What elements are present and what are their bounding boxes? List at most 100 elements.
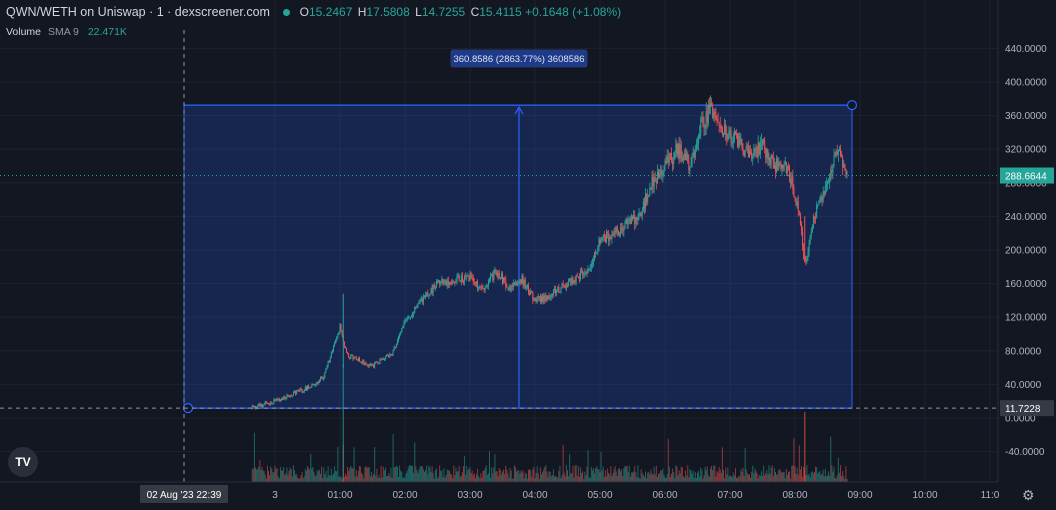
volume-bar bbox=[455, 467, 457, 482]
candle bbox=[360, 361, 362, 363]
volume-bar bbox=[594, 473, 596, 482]
volume-bar bbox=[535, 472, 537, 482]
volume-value: 22.471K bbox=[87, 26, 127, 38]
candle bbox=[713, 111, 715, 118]
volume-bar bbox=[509, 468, 511, 482]
volume-bar bbox=[823, 476, 825, 482]
candle bbox=[686, 153, 688, 161]
candle bbox=[818, 202, 820, 205]
candle bbox=[324, 372, 326, 378]
volume-bar bbox=[394, 467, 396, 482]
volume-bar bbox=[343, 476, 345, 482]
candle bbox=[557, 286, 559, 291]
candle bbox=[760, 141, 762, 143]
volume-bar bbox=[608, 472, 610, 482]
candle bbox=[491, 273, 493, 277]
volume-bar bbox=[654, 474, 656, 482]
candle bbox=[749, 151, 750, 158]
volume-bar bbox=[805, 475, 807, 482]
candle bbox=[653, 177, 655, 187]
x-tick-label: 05:00 bbox=[587, 490, 612, 501]
candle bbox=[502, 274, 503, 284]
volume-bar bbox=[536, 466, 538, 482]
candle bbox=[536, 296, 538, 302]
volume-bar bbox=[426, 465, 428, 482]
volume-bar bbox=[422, 469, 424, 482]
volume-bar bbox=[673, 471, 675, 482]
candle bbox=[400, 332, 402, 335]
candle bbox=[430, 288, 432, 294]
volume-bar bbox=[494, 454, 496, 482]
volume-bar bbox=[497, 475, 499, 482]
candle bbox=[470, 272, 472, 277]
last-price-badge bbox=[1000, 167, 1054, 184]
volume-bar bbox=[470, 473, 472, 482]
volume-bar bbox=[713, 465, 715, 482]
volume-bar bbox=[706, 466, 708, 482]
volume-bar bbox=[372, 476, 373, 482]
candle bbox=[550, 294, 552, 298]
candle bbox=[744, 150, 746, 157]
candle bbox=[783, 163, 785, 169]
candle bbox=[836, 151, 838, 155]
candle bbox=[407, 317, 409, 319]
candle bbox=[589, 267, 591, 270]
volume-bar bbox=[383, 470, 385, 482]
candle bbox=[796, 201, 798, 206]
candle bbox=[685, 153, 687, 161]
x-tick-label: 10:00 bbox=[912, 490, 937, 501]
candle bbox=[414, 306, 416, 313]
candle bbox=[649, 188, 651, 196]
price-axis-bg bbox=[998, 0, 1056, 510]
volume-bar bbox=[515, 467, 516, 482]
candle bbox=[394, 346, 396, 348]
volume-bar bbox=[743, 475, 745, 482]
volume-bar bbox=[313, 471, 315, 482]
volume-bar bbox=[299, 478, 301, 482]
candle bbox=[615, 227, 617, 233]
candle bbox=[380, 358, 382, 360]
volume-bar bbox=[717, 472, 719, 482]
volume-bar bbox=[834, 477, 836, 482]
volume-bar bbox=[572, 465, 574, 482]
candle bbox=[537, 296, 539, 298]
volume-bar bbox=[360, 466, 362, 482]
measure-label-text: 360.8586 (2863.77%) 3608586 bbox=[453, 54, 584, 65]
candle bbox=[317, 382, 319, 384]
volume-bar bbox=[414, 442, 416, 482]
candle bbox=[320, 377, 321, 381]
volume-bar bbox=[641, 472, 643, 482]
candle bbox=[719, 125, 721, 128]
candle bbox=[700, 118, 702, 134]
candle bbox=[525, 286, 527, 288]
candle bbox=[258, 403, 260, 407]
candle bbox=[764, 139, 766, 149]
candle bbox=[484, 287, 486, 291]
volume-bar bbox=[601, 470, 603, 482]
volume-bar bbox=[582, 471, 584, 482]
candle bbox=[299, 388, 301, 392]
volume-bar bbox=[647, 472, 649, 482]
volume-bar bbox=[719, 469, 721, 482]
candle bbox=[563, 285, 565, 288]
candle bbox=[479, 286, 481, 288]
gear-icon[interactable]: ⚙ bbox=[1022, 487, 1035, 503]
volume-bar bbox=[681, 467, 683, 482]
tradingview-logo-icon[interactable]: TV bbox=[8, 447, 38, 477]
volume-bar bbox=[661, 470, 663, 482]
candle bbox=[776, 159, 778, 172]
volume-bar bbox=[747, 474, 749, 482]
candle bbox=[260, 404, 262, 407]
candle bbox=[785, 161, 787, 173]
volume-bar bbox=[356, 475, 358, 482]
volume-bar bbox=[700, 467, 702, 482]
candle bbox=[424, 296, 425, 298]
candle bbox=[451, 283, 453, 285]
volume-bar bbox=[415, 466, 417, 482]
volume-bar bbox=[752, 465, 754, 482]
volume-bar bbox=[481, 477, 483, 482]
volume-bar bbox=[396, 466, 398, 482]
volume-bar bbox=[730, 475, 732, 482]
volume-bar bbox=[256, 469, 258, 482]
